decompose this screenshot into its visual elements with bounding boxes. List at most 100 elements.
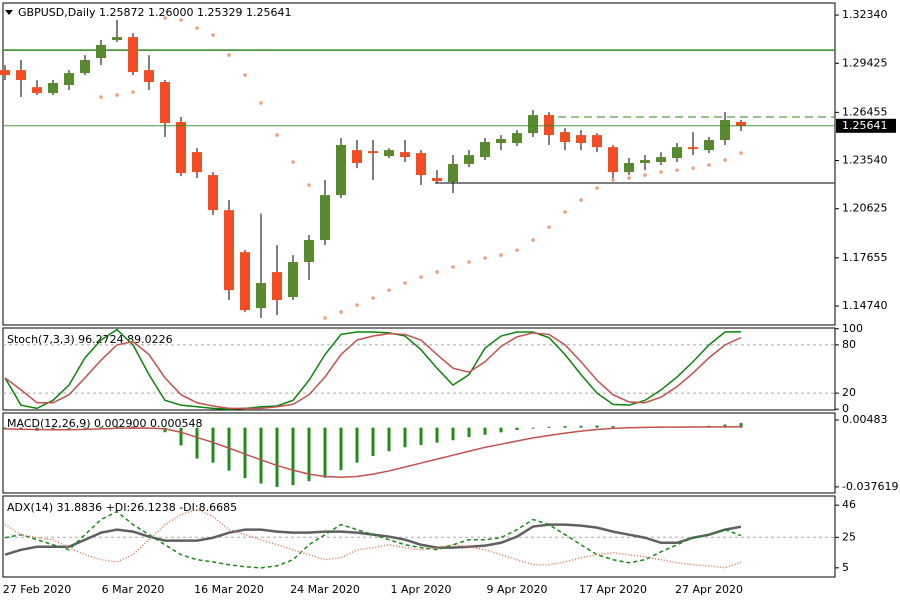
sar-dot xyxy=(627,176,631,180)
histogram-bar xyxy=(419,427,423,445)
y-tick-label: 80 xyxy=(842,338,856,351)
sar-dot xyxy=(595,186,599,190)
histogram-bar xyxy=(355,427,359,463)
sar-dot xyxy=(579,198,583,202)
sar-dot xyxy=(403,281,407,285)
histogram-bar xyxy=(163,427,167,433)
sar-dot xyxy=(515,248,519,252)
sar-dot xyxy=(371,296,375,300)
candle-body xyxy=(416,153,426,176)
y-tick-label: -0.037619 xyxy=(842,480,898,493)
histogram-bar xyxy=(435,427,439,443)
y-tick-label: 20 xyxy=(842,386,856,399)
histogram-bar xyxy=(323,427,327,478)
histogram-bar xyxy=(243,427,247,479)
sar-dot xyxy=(739,151,743,155)
candle-body xyxy=(560,132,570,143)
candle-body xyxy=(720,120,730,141)
histogram-bar xyxy=(531,427,535,429)
candle-body xyxy=(736,121,746,126)
candle-body xyxy=(272,272,282,301)
y-tick-label: 100 xyxy=(842,322,863,335)
histogram-bar xyxy=(451,427,455,441)
panel-frame xyxy=(2,412,836,494)
x-tick-label: 9 Apr 2020 xyxy=(486,583,547,596)
candle-body xyxy=(336,144,346,196)
candle-body xyxy=(160,82,170,124)
sar-dot xyxy=(275,133,279,137)
y-tick-label: 1.26455 xyxy=(842,105,888,118)
candle-body xyxy=(464,155,474,164)
candle-body xyxy=(96,44,106,59)
histogram-bar xyxy=(739,423,743,428)
menu-arrow[interactable] xyxy=(5,10,13,15)
sar-dot xyxy=(323,316,327,320)
candle-body xyxy=(0,70,10,76)
candle-body xyxy=(624,163,634,173)
y-tick-label: 0.00483 xyxy=(842,413,888,426)
sar-dot xyxy=(675,168,679,172)
candle-body xyxy=(432,178,442,182)
histogram-bar xyxy=(387,427,391,452)
y-tick-label: 1.20625 xyxy=(842,202,888,215)
candle-body xyxy=(688,147,698,150)
y-tick-label: 46 xyxy=(842,498,856,511)
candle-body xyxy=(208,175,218,211)
sar-dot xyxy=(307,183,311,187)
y-tick-label: 1.29425 xyxy=(842,56,888,69)
histogram-bar xyxy=(115,426,119,428)
candle-body xyxy=(672,147,682,159)
histogram-bar xyxy=(291,427,295,486)
candle-body xyxy=(176,122,186,174)
candle-body xyxy=(80,60,90,74)
sar-dot xyxy=(227,53,231,57)
panel-frame xyxy=(2,327,836,411)
candle-body xyxy=(144,70,154,83)
candle-body xyxy=(704,140,714,151)
y-tick-label: 25 xyxy=(842,530,856,543)
candle-body xyxy=(192,152,202,173)
sar-dot xyxy=(291,160,295,164)
candle-body xyxy=(240,252,250,311)
sar-dot xyxy=(451,265,455,269)
indicator-line xyxy=(4,508,742,569)
histogram-bar xyxy=(275,427,279,487)
candle-body xyxy=(320,195,330,241)
candle-body xyxy=(496,139,506,144)
histogram-bar xyxy=(179,427,183,446)
y-tick-label: 1.23540 xyxy=(842,154,888,167)
candle-body xyxy=(256,283,266,309)
histogram-bar xyxy=(579,425,583,428)
candle-body xyxy=(592,135,602,148)
histogram-bar xyxy=(339,427,343,471)
indicator-line xyxy=(4,328,742,410)
sar-dot xyxy=(387,288,391,292)
sar-dot xyxy=(691,166,695,170)
histogram-bar xyxy=(515,427,519,431)
x-tick-label: 6 Mar 2020 xyxy=(102,583,165,596)
y-tick-label: 1.17655 xyxy=(842,251,888,264)
indicator-line xyxy=(4,332,742,410)
candle-body xyxy=(608,147,618,173)
histogram-bar xyxy=(467,427,471,438)
sar-dot xyxy=(131,90,135,94)
candle-body xyxy=(64,73,74,85)
x-tick-label: 16 Mar 2020 xyxy=(194,583,264,596)
candle-body xyxy=(480,142,490,158)
histogram-bar xyxy=(195,427,199,459)
sar-dot xyxy=(99,95,103,99)
y-tick-label: 1.14740 xyxy=(842,299,888,312)
histogram-bar xyxy=(547,426,551,428)
candle-body xyxy=(576,135,586,144)
candle-body xyxy=(384,150,394,157)
histogram-bar xyxy=(227,427,231,471)
histogram-bar xyxy=(3,427,7,430)
candle-body xyxy=(448,164,458,183)
panel-title: Stoch(7,3,3) 96.2724 89.0226 xyxy=(7,333,173,346)
x-tick-label: 24 Mar 2020 xyxy=(290,583,360,596)
sar-dot xyxy=(531,238,535,242)
panel-frame xyxy=(2,2,836,326)
histogram-bar xyxy=(259,427,263,484)
candle-body xyxy=(640,160,650,164)
